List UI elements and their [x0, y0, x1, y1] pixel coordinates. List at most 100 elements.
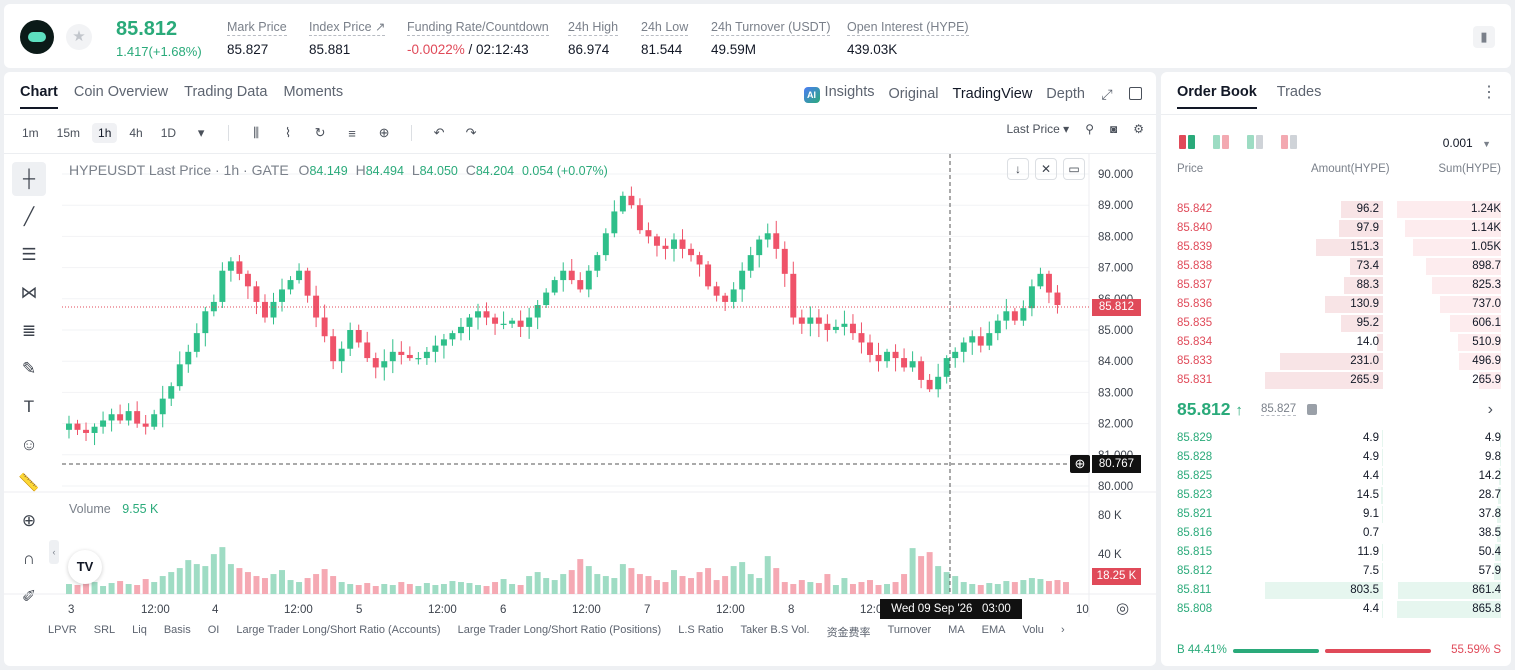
ask-row[interactable]: 85.833 231.0 496.9 [1177, 352, 1501, 371]
horizontal-lines-icon[interactable]: ☰ [21, 245, 37, 264]
ask-row[interactable]: 85.837 88.3 825.3 [1177, 276, 1501, 295]
pattern-icon[interactable]: ⋈ [20, 283, 38, 302]
indicator-item[interactable]: Basis [163, 624, 191, 636]
ask-row[interactable]: 85.842 96.2 1.24K [1177, 200, 1501, 219]
view-depth[interactable]: Depth [1046, 85, 1085, 102]
search-icon[interactable]: ⚲ [1085, 122, 1094, 136]
trend-line-icon[interactable]: ╱ [23, 207, 35, 226]
layout-bids-asks-icon[interactable] [1213, 135, 1229, 149]
favorite-star-icon[interactable]: ★ [66, 24, 92, 50]
stat-label[interactable]: Mark Price [227, 20, 287, 36]
popout-icon[interactable] [1129, 87, 1142, 100]
ask-row[interactable]: 85.835 95.2 606.1 [1177, 314, 1501, 333]
tf-1d[interactable]: 1D [160, 126, 177, 140]
stat-label[interactable]: Index Price ↗ [309, 20, 386, 36]
undo-icon[interactable]: ↶ [433, 125, 445, 140]
bid-row[interactable]: 85.829 4.9 4.9 [1177, 429, 1501, 448]
collapse-icon[interactable]: ✕ [1035, 158, 1057, 180]
add-indicator-icon[interactable]: ⊕ [378, 125, 390, 140]
indicator-item[interactable]: MA [948, 624, 965, 636]
indicator-item[interactable]: Volu [1022, 624, 1044, 636]
scroll-down-icon[interactable]: ↓ [1007, 158, 1029, 180]
brush-icon[interactable]: ✎ [21, 359, 37, 378]
crosshair-icon[interactable]: ┼ [12, 162, 46, 196]
tab-trades[interactable]: Trades [1276, 84, 1322, 100]
indicator-item[interactable]: L.S Ratio [678, 624, 724, 636]
ruler-icon[interactable]: 📏 [18, 473, 40, 492]
volume-bar [952, 576, 959, 594]
chevron-right-icon[interactable]: › [1060, 624, 1065, 636]
settings-target-icon[interactable]: ◎ [1116, 600, 1130, 617]
bid-row[interactable]: 85.812 7.5 57.9 [1177, 562, 1501, 581]
tab-chart[interactable]: Chart [20, 84, 58, 109]
indicators-icon[interactable]: ⌇ [284, 125, 292, 140]
add-alert-icon[interactable]: ⊕ [1070, 455, 1090, 473]
candle-body [798, 317, 805, 324]
tab-trading-data[interactable]: Trading Data [184, 84, 268, 100]
compare-icon[interactable]: ↻ [314, 125, 326, 140]
camera-icon[interactable]: ◙ [1109, 122, 1118, 136]
view-tradingview[interactable]: TradingView [952, 85, 1033, 102]
tf-4h[interactable]: 4h [129, 126, 143, 140]
stat-label[interactable]: Funding Rate/Countdown [407, 20, 549, 36]
bid-row[interactable]: 85.816 0.7 38.5 [1177, 524, 1501, 543]
indicator-item[interactable]: OI [207, 624, 220, 636]
magnet-icon[interactable]: ∩ [22, 549, 36, 568]
expand-icon[interactable]: ⤢ [1101, 85, 1113, 102]
bid-row[interactable]: 85.828 4.9 9.8 [1177, 448, 1501, 467]
indicator-item[interactable]: Turnover [887, 624, 932, 636]
layout-asks-icon[interactable] [1281, 135, 1297, 149]
bid-row[interactable]: 85.811 803.5 861.4 [1177, 581, 1501, 600]
indicator-item[interactable]: Large Trader Long/Short Ratio (Accounts) [236, 624, 441, 636]
price-type-select[interactable]: Last Price ▾ [1006, 122, 1070, 136]
indicator-item[interactable]: SRL [93, 624, 116, 636]
bid-row[interactable]: 85.823 14.5 28.7 [1177, 486, 1501, 505]
indicator-item[interactable]: 资金费率 [826, 627, 871, 639]
volume-bar [347, 584, 354, 594]
ask-row[interactable]: 85.831 265.9 265.9 [1177, 371, 1501, 390]
guide-book-icon[interactable]: ▮ [1473, 26, 1495, 48]
ask-row[interactable]: 85.836 130.9 737.0 [1177, 295, 1501, 314]
bid-row[interactable]: 85.815 11.9 50.4 [1177, 543, 1501, 562]
ask-row[interactable]: 85.840 97.9 1.14K [1177, 219, 1501, 238]
ask-row[interactable]: 85.834 14.0 510.9 [1177, 333, 1501, 352]
price-tick-label: 88.000 [1098, 231, 1133, 243]
tf-1m[interactable]: 1m [22, 126, 39, 140]
indicator-item[interactable]: Taker B.S Vol. [740, 624, 810, 636]
ask-row[interactable]: 85.838 73.4 898.7 [1177, 257, 1501, 276]
tf-15m[interactable]: 15m [56, 126, 81, 140]
layout-bids-icon[interactable] [1247, 135, 1263, 149]
fib-icon[interactable]: ≣ [21, 321, 37, 340]
bid-row[interactable]: 85.825 4.4 14.2 [1177, 467, 1501, 486]
text-tool-icon[interactable]: T [23, 397, 35, 416]
indicator-item[interactable]: Liq [132, 624, 147, 636]
tab-order-book[interactable]: Order Book [1177, 84, 1257, 109]
indicator-item[interactable]: LPVR [48, 624, 77, 636]
bid-row[interactable]: 85.821 9.1 37.8 [1177, 505, 1501, 524]
pencil-icon[interactable]: ✐ [21, 587, 37, 606]
tf-1h[interactable]: 1h [92, 123, 118, 143]
insights-button[interactable]: AI Insights [803, 84, 875, 103]
fullscreen-icon[interactable]: ▭ [1063, 158, 1085, 180]
redo-icon[interactable]: ↷ [465, 125, 477, 140]
stat-label[interactable]: Open Interest (HYPE) [847, 20, 969, 36]
layout-both-icon[interactable] [1179, 135, 1195, 149]
chevron-right-icon[interactable]: › [1487, 401, 1493, 418]
more-vertical-icon[interactable]: ⋮ [1481, 84, 1497, 101]
candle-body [526, 317, 533, 327]
collapse-toolbar-icon[interactable]: ‹ [49, 540, 59, 564]
emoji-icon[interactable]: ☺ [20, 435, 38, 454]
view-original[interactable]: Original [888, 85, 939, 102]
zoom-in-icon[interactable]: ⊕ [21, 511, 37, 530]
indicator-item[interactable]: Large Trader Long/Short Ratio (Positions… [457, 624, 662, 636]
tick-size-select[interactable]: 0.001 ▼ [1442, 136, 1491, 150]
tab-coin-overview[interactable]: Coin Overview [73, 84, 169, 100]
tab-moments[interactable]: Moments [283, 84, 344, 100]
gear-icon[interactable]: ⚙ [1133, 122, 1144, 136]
candle-type-icon[interactable]: ⫼ [253, 125, 260, 140]
ask-row[interactable]: 85.839 151.3 1.05K [1177, 238, 1501, 257]
bid-row[interactable]: 85.808 4.4 865.8 [1177, 600, 1501, 619]
indicator-item[interactable]: EMA [981, 624, 1006, 636]
templates-icon[interactable]: ≡ [348, 125, 356, 141]
timeframe-dropdown-icon[interactable]: ▾ [197, 125, 205, 140]
